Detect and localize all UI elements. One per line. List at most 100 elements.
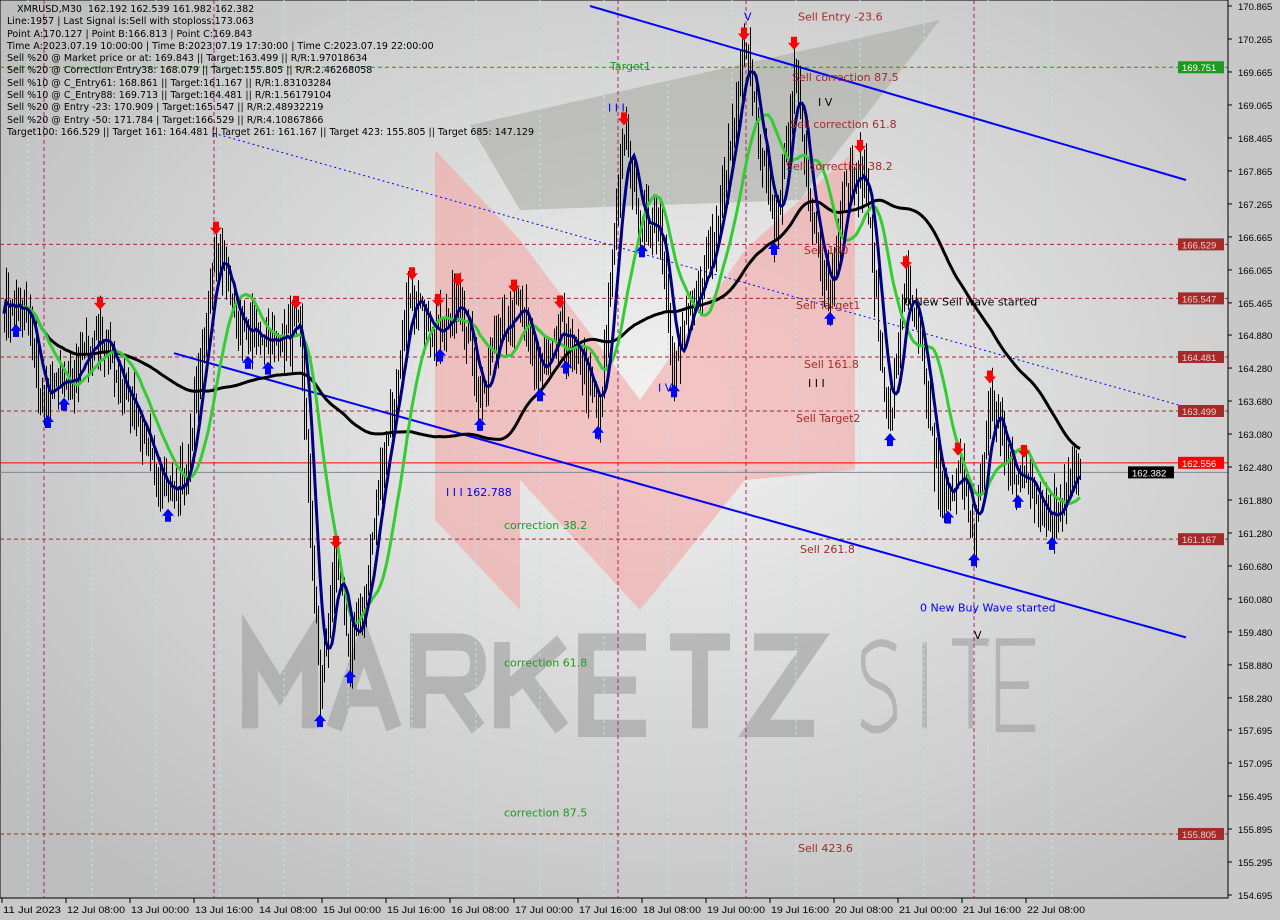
info-line: Sell %20 @ Entry -23: 170.909 | Target:1…	[7, 102, 324, 114]
x-tick-label: 17 Jul 00:00	[515, 905, 573, 916]
y-tick-label: 163.080	[1238, 430, 1272, 441]
watermark-letter	[738, 633, 830, 738]
y-tick-label: 170.265	[1238, 35, 1272, 46]
y-tick-label: 169.665	[1238, 68, 1272, 79]
buy-arrow-icon	[534, 388, 546, 402]
y-tick-label: 157.095	[1238, 759, 1272, 770]
y-tick-label: 160.680	[1238, 562, 1272, 573]
chart-annotation: V	[744, 11, 752, 24]
x-tick-label: 16 Jul 08:00	[451, 905, 509, 916]
sell-arrow-icon	[984, 370, 996, 384]
moving-average-line	[2, 70, 1082, 650]
buy-arrow-icon	[162, 508, 174, 522]
chart-annotation: Sell 261.8	[800, 543, 855, 556]
y-tick-label: 166.665	[1238, 233, 1272, 244]
chart-annotation: 0 New Buy Wave started	[920, 602, 1056, 615]
price-level-badge	[1178, 533, 1224, 546]
watermark-letter	[860, 639, 898, 734]
info-line: Sell %10 @ C_Entry88: 169.713 || Target:…	[7, 90, 332, 102]
chart-annotation: Sell correction 87.5	[792, 71, 899, 84]
y-tick-label: 164.880	[1238, 331, 1272, 342]
x-tick-label: 11 Jul 2023	[3, 905, 61, 916]
buy-arrow-icon	[344, 670, 356, 684]
chart-annotation: V	[974, 629, 982, 642]
price-level-label: 155.805	[1182, 830, 1216, 841]
info-line: Target100: 166.529 || Target 161: 164.48…	[7, 126, 534, 138]
x-tick-label: 20 Jul 08:00	[835, 905, 893, 916]
x-tick-label: 18 Jul 08:00	[643, 905, 701, 916]
ohlc-values: 162.192 162.539 161.982 162.382	[87, 4, 255, 15]
chart-annotation: correction 38.2	[504, 519, 587, 532]
y-tick-label: 167.865	[1238, 167, 1272, 178]
buy-arrow-icon	[968, 553, 980, 567]
x-tick-label: 14 Jul 08:00	[259, 905, 317, 916]
sell-arrow-icon	[554, 295, 566, 309]
y-tick-label: 161.280	[1238, 529, 1272, 540]
price-level-label: 162.382	[1132, 468, 1166, 479]
price-level-label: 164.481	[1182, 353, 1216, 364]
price-level-label: 165.547	[1182, 294, 1216, 305]
signal-info-panel: XMRUSD,M30 162.192 162.539 161.982 162.3…	[7, 4, 534, 139]
price-level-label: 162.556	[1182, 459, 1216, 470]
y-tick-label: 170.865	[1238, 2, 1272, 13]
x-tick-label: 12 Jul 08:00	[67, 905, 125, 916]
symbol-timeframe: XMRUSD,M30	[17, 4, 82, 15]
chart-annotation: I I I 162.788	[446, 486, 512, 499]
sell-arrow-icon	[900, 256, 912, 270]
sell-arrow-icon	[406, 267, 418, 281]
chart-annotation: I V	[818, 96, 833, 109]
watermark-letter	[995, 638, 1036, 733]
x-tick-label: 13 Jul 16:00	[195, 905, 253, 916]
y-tick-label: 167.265	[1238, 200, 1272, 211]
x-tick-label: 21 Jul 00:00	[899, 905, 957, 916]
price-level-badge	[1178, 292, 1224, 305]
chart-annotation: Sell Target2	[796, 412, 860, 425]
watermark-letter	[670, 633, 730, 729]
info-line: Time A:2023.07.19 10:00:00 | Time B:2023…	[7, 40, 434, 52]
chart-annotation: 0 New Sell wave started	[904, 295, 1037, 308]
x-tick-label: 19 Jul 16:00	[771, 905, 829, 916]
watermark-shape	[640, 250, 745, 610]
info-line: Point A:170.127 | Point B:166.813 | Poin…	[7, 28, 253, 40]
buy-arrow-icon	[1012, 494, 1024, 508]
x-tick-label: 21 Jul 16:00	[963, 905, 1021, 916]
chart-annotation: Sell 161.8	[804, 358, 859, 371]
price-level-label: 163.499	[1182, 407, 1216, 418]
x-tick-label: 15 Jul 00:00	[323, 905, 381, 916]
x-tick-label: 22 Jul 08:00	[1027, 905, 1085, 916]
buy-arrow-icon	[434, 348, 446, 362]
watermark-letter	[494, 635, 569, 734]
buy-arrow-icon	[262, 361, 274, 375]
y-tick-label: 163.680	[1238, 397, 1272, 408]
channel-line	[589, 5, 1187, 181]
buy-arrow-icon	[668, 384, 680, 398]
y-tick-label: 155.295	[1238, 858, 1272, 869]
channel-line	[213, 132, 1187, 408]
buy-arrow-icon	[942, 510, 954, 524]
buy-arrow-icon	[314, 714, 326, 728]
sell-arrow-icon	[854, 139, 866, 153]
chart-annotation: correction 61.8	[504, 657, 587, 670]
sell-arrow-icon	[738, 27, 750, 41]
y-tick-label: 164.280	[1238, 364, 1272, 375]
y-tick-label: 168.465	[1238, 134, 1272, 145]
price-level-label: 166.529	[1182, 240, 1216, 251]
chart-annotation: Sell 100	[804, 244, 848, 257]
sell-arrow-icon	[952, 442, 964, 456]
price-level-label: 169.751	[1182, 63, 1216, 74]
price-level-badge	[1178, 827, 1224, 840]
watermark-shape	[745, 150, 855, 480]
buy-arrow-icon	[474, 417, 486, 431]
sell-arrow-icon	[94, 296, 106, 310]
watermark-shape	[435, 150, 520, 610]
y-tick-label: 157.695	[1238, 726, 1272, 737]
x-tick-label: 17 Jul 16:00	[579, 905, 637, 916]
y-tick-label: 162.480	[1238, 463, 1272, 474]
buy-arrow-icon	[884, 433, 896, 447]
buy-arrow-icon	[1046, 536, 1058, 550]
info-line: Sell %20 @ Entry -50: 171.784 | Target:1…	[7, 114, 324, 126]
watermark-shape	[520, 240, 640, 610]
moving-average-line	[2, 113, 1081, 625]
watermark-letter	[578, 633, 646, 738]
